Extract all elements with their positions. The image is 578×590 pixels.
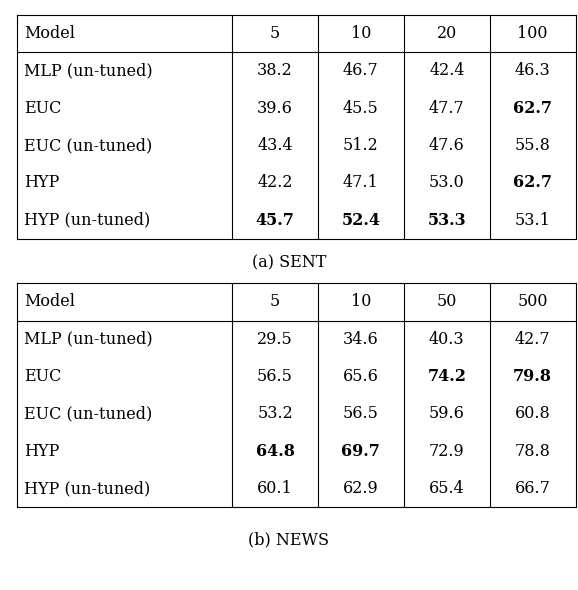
Text: EUC: EUC [24, 100, 61, 117]
Text: 39.6: 39.6 [257, 100, 293, 117]
Text: HYP (un-tuned): HYP (un-tuned) [24, 480, 150, 497]
Text: EUC (un-tuned): EUC (un-tuned) [24, 137, 152, 154]
Text: 78.8: 78.8 [515, 443, 551, 460]
Text: 52.4: 52.4 [342, 212, 380, 229]
Text: 47.1: 47.1 [343, 175, 379, 191]
Text: 47.6: 47.6 [429, 137, 465, 154]
Text: HYP: HYP [24, 443, 60, 460]
Text: 51.2: 51.2 [343, 137, 379, 154]
Text: 79.8: 79.8 [513, 368, 552, 385]
Text: 10: 10 [351, 25, 371, 42]
Text: 65.4: 65.4 [429, 480, 465, 497]
Text: 5: 5 [270, 25, 280, 42]
Text: EUC: EUC [24, 368, 61, 385]
Text: HYP: HYP [24, 175, 60, 191]
Text: 20: 20 [437, 25, 457, 42]
Text: HYP (un-tuned): HYP (un-tuned) [24, 212, 150, 229]
Text: 53.3: 53.3 [428, 212, 466, 229]
Text: 29.5: 29.5 [257, 331, 293, 348]
Text: 72.9: 72.9 [429, 443, 465, 460]
Text: 62.7: 62.7 [513, 175, 552, 191]
Text: 40.3: 40.3 [429, 331, 465, 348]
Text: 64.8: 64.8 [255, 443, 295, 460]
Text: Model: Model [24, 25, 75, 42]
Text: 53.1: 53.1 [515, 212, 551, 229]
Text: MLP (un-tuned): MLP (un-tuned) [24, 63, 153, 79]
Text: 34.6: 34.6 [343, 331, 379, 348]
Text: 46.3: 46.3 [515, 63, 551, 79]
Text: MLP (un-tuned): MLP (un-tuned) [24, 331, 153, 348]
Text: 69.7: 69.7 [342, 443, 380, 460]
Text: 42.7: 42.7 [515, 331, 550, 348]
Text: 53.0: 53.0 [429, 175, 465, 191]
Text: 50: 50 [436, 293, 457, 310]
Text: 42.4: 42.4 [429, 63, 465, 79]
Text: 74.2: 74.2 [427, 368, 466, 385]
Text: 46.7: 46.7 [343, 63, 379, 79]
Text: 56.5: 56.5 [343, 405, 379, 422]
Text: 43.4: 43.4 [257, 137, 293, 154]
Text: Model: Model [24, 293, 75, 310]
Text: 5: 5 [270, 293, 280, 310]
Text: 42.2: 42.2 [257, 175, 293, 191]
Text: 500: 500 [517, 293, 548, 310]
Text: 62.9: 62.9 [343, 480, 379, 497]
Text: 62.7: 62.7 [513, 100, 552, 117]
Text: 56.5: 56.5 [257, 368, 293, 385]
Text: 38.2: 38.2 [257, 63, 293, 79]
Text: 55.8: 55.8 [515, 137, 551, 154]
Text: 47.7: 47.7 [429, 100, 465, 117]
Text: EUC (un-tuned): EUC (un-tuned) [24, 405, 152, 422]
Text: (a) SENT: (a) SENT [252, 254, 326, 271]
Text: 59.6: 59.6 [429, 405, 465, 422]
Text: 60.8: 60.8 [515, 405, 551, 422]
Text: 100: 100 [517, 25, 548, 42]
Text: (b) NEWS: (b) NEWS [249, 532, 329, 548]
Text: 66.7: 66.7 [515, 480, 551, 497]
Text: 53.2: 53.2 [257, 405, 293, 422]
Text: 10: 10 [351, 293, 371, 310]
Text: 60.1: 60.1 [257, 480, 293, 497]
Text: 65.6: 65.6 [343, 368, 379, 385]
Text: 45.7: 45.7 [255, 212, 294, 229]
Text: 45.5: 45.5 [343, 100, 379, 117]
